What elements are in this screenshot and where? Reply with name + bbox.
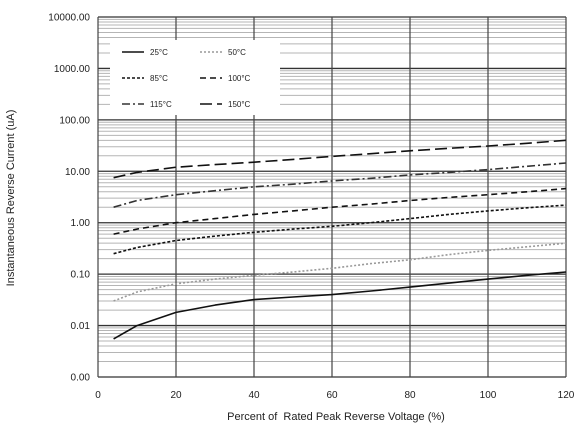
y-tick-label: 100.00 <box>59 115 90 126</box>
legend-label: 25°C <box>150 48 168 57</box>
series-line <box>113 187 567 235</box>
y-tick-label: 1000.00 <box>54 64 91 75</box>
series-line <box>113 204 567 255</box>
series-line <box>113 242 567 302</box>
x-tick-label: 40 <box>248 390 260 401</box>
x-axis-title: Percent of Rated Peak Reverse Voltage (%… <box>227 411 445 423</box>
x-tick-label: 120 <box>558 390 575 401</box>
x-axis-ticks: 0 20 40 60 80 100 120 <box>95 390 575 401</box>
x-tick-label: 80 <box>404 390 416 401</box>
y-axis-title: Instantaneous Reverse Current (uA) <box>5 110 17 287</box>
legend-label: 150°C <box>228 100 251 109</box>
series-lines <box>113 139 567 340</box>
series-line <box>113 271 567 340</box>
y-tick-label: 10.00 <box>65 167 90 178</box>
legend-label: 115°C <box>150 100 172 109</box>
y-tick-label: 1.00 <box>71 218 91 229</box>
y-tick-label: 0.10 <box>71 270 91 281</box>
x-tick-label: 60 <box>326 390 338 401</box>
y-tick-label: 0.00 <box>71 373 91 384</box>
y-tick-label: 0.01 <box>71 321 91 332</box>
x-tick-label: 0 <box>95 390 101 401</box>
legend-label: 50°C <box>228 48 246 57</box>
y-axis-ticks: 0.00 0.01 0.10 1.00 10.00 100.00 1000.00 10000.… <box>48 13 90 384</box>
x-tick-label: 100 <box>480 390 497 401</box>
legend-label: 100°C <box>228 74 251 83</box>
legend-label: 85°C <box>150 74 168 83</box>
legend: 25°C 50°C 85°C 100°C 115°C 150°C <box>110 40 280 115</box>
y-tick-label: 10000.00 <box>48 13 90 24</box>
series-line <box>113 162 567 208</box>
series-line <box>113 139 567 179</box>
x-tick-label: 20 <box>170 390 182 401</box>
